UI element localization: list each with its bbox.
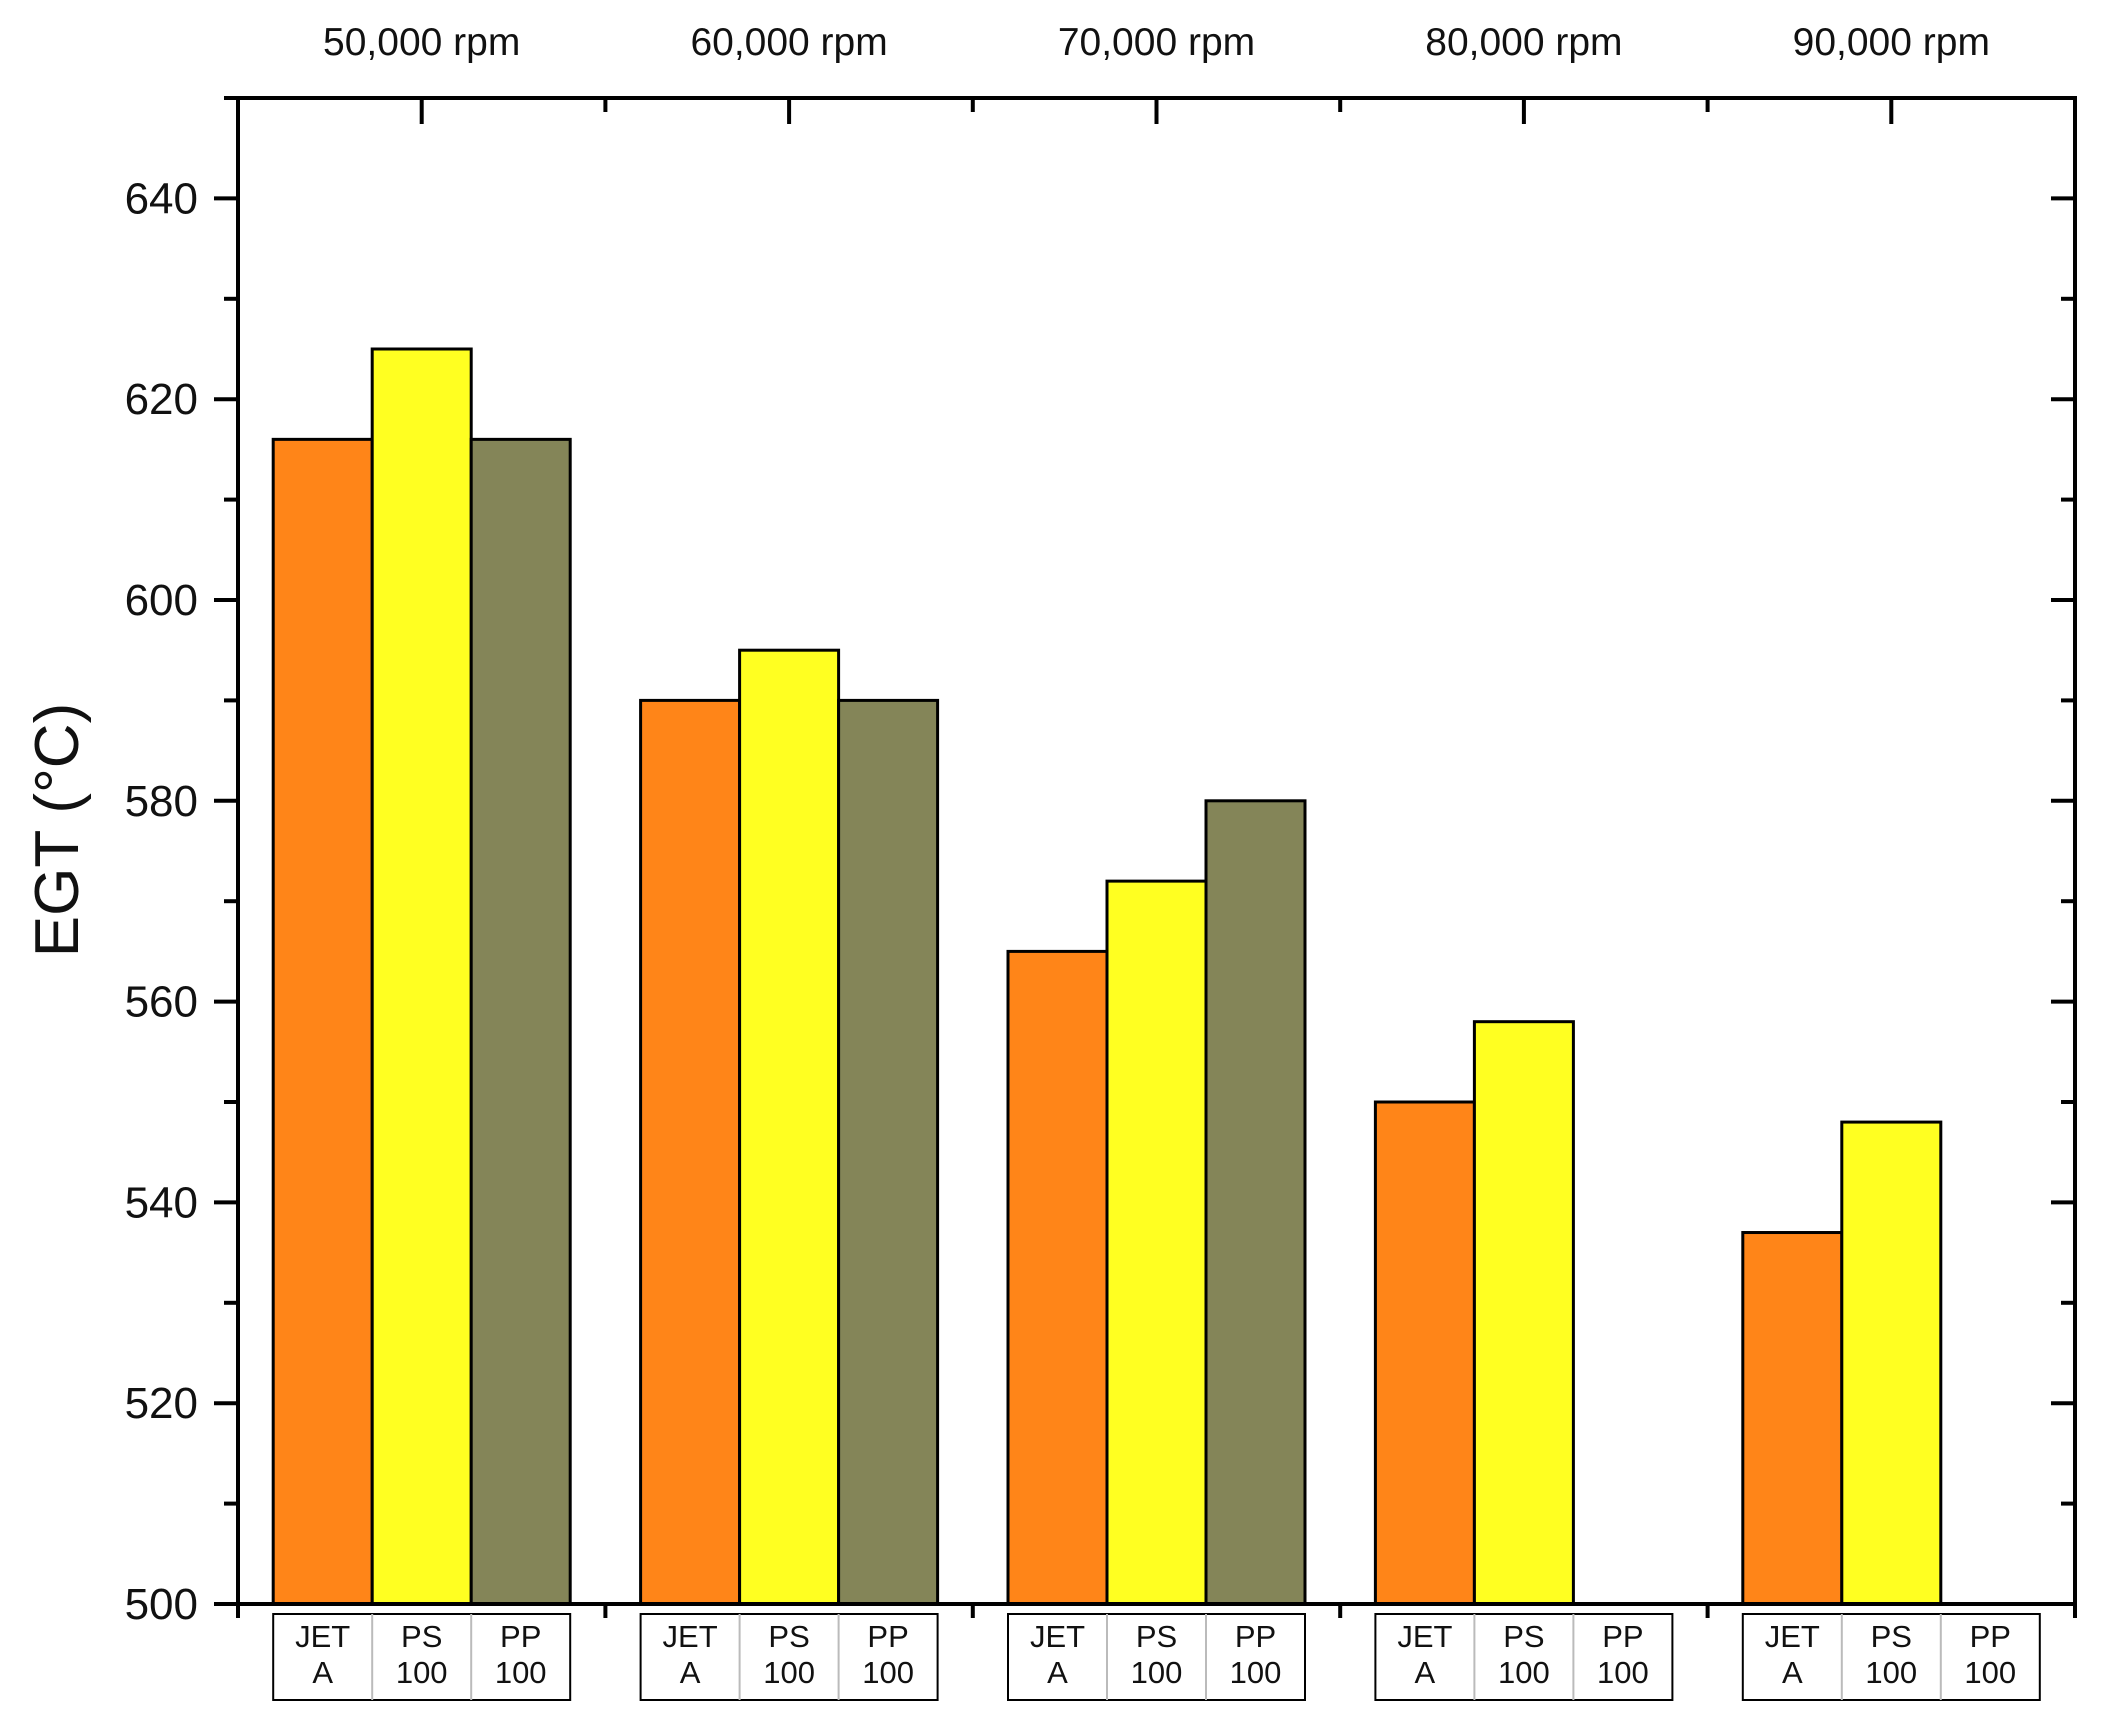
category-label: 50,000 rpm (323, 21, 520, 64)
series-table-cell-text: JET (295, 1619, 350, 1654)
bar-jet-a-5 (1741, 1231, 1844, 1606)
series-table-cell-text: PP (500, 1619, 541, 1654)
series-table-cell-text: A (312, 1655, 333, 1690)
series-table-cell-text: 100 (1964, 1655, 2016, 1690)
y-tick-label: 540 (125, 1178, 198, 1227)
category-label: 70,000 rpm (1058, 21, 1255, 64)
series-table-cell-text: 100 (396, 1655, 448, 1690)
y-tick-label: 560 (125, 978, 198, 1027)
series-table-cell-text: PS (401, 1619, 442, 1654)
series-table-cell-text: 100 (495, 1655, 547, 1690)
series-table-cell-text: 100 (763, 1655, 815, 1690)
series-table-cell-text: A (680, 1655, 701, 1690)
bars-layer (271, 347, 1943, 1606)
series-table-cell-text: PS (1136, 1619, 1177, 1654)
series-table-cell-text: PP (1970, 1619, 2011, 1654)
series-table-cell-text: JET (1397, 1619, 1452, 1654)
series-table-cell-text: JET (663, 1619, 718, 1654)
series-table-cell-text: 100 (1865, 1655, 1917, 1690)
bar-jet-a-4 (1373, 1100, 1476, 1606)
y-tick-label: 580 (125, 777, 198, 826)
series-table-cell-text: JET (1765, 1619, 1820, 1654)
category-label: 60,000 rpm (690, 21, 887, 64)
bar-pp-100-3 (1204, 799, 1307, 1606)
bar-ps-100-4 (1472, 1020, 1575, 1606)
series-table-cell-text: A (1415, 1655, 1436, 1690)
y-axis-label: EGT (°C) (23, 703, 92, 957)
series-table-cell-text: 100 (1498, 1655, 1550, 1690)
series-table-cell-text: JET (1030, 1619, 1085, 1654)
y-tick-label: 520 (125, 1379, 198, 1428)
series-table-box (1007, 1613, 1306, 1701)
bar-pp-100-1 (469, 437, 572, 1606)
bar-jet-a-2 (639, 698, 742, 1606)
series-table-cell-text: PP (1235, 1619, 1276, 1654)
series-table-cell-text: PP (867, 1619, 908, 1654)
series-table-cell-text: 100 (1131, 1655, 1183, 1690)
bar-jet-a-3 (1006, 949, 1109, 1606)
bar-ps-100-5 (1840, 1120, 1943, 1606)
bar-jet-a-1 (271, 437, 374, 1606)
bar-ps-100-3 (1105, 879, 1208, 1606)
bar-ps-100-1 (370, 347, 473, 1606)
series-table-cell-text: A (1782, 1655, 1803, 1690)
series-table-box (1374, 1613, 1674, 1701)
series-table-cell-text: PS (1871, 1619, 1912, 1654)
y-tick-label: 500 (125, 1580, 198, 1629)
series-table-box (272, 1613, 572, 1701)
series-table-cell-text: 100 (862, 1655, 914, 1690)
y-tick-label: 640 (125, 174, 198, 223)
category-label: 90,000 rpm (1793, 21, 1990, 64)
series-table-cell-text: PP (1602, 1619, 1643, 1654)
axis-labels: EGT (°C) (23, 703, 92, 957)
axis-ticks: 500 520 540 560 580 600 620 640 50,000 rpm 60,000… (125, 21, 2077, 1629)
bar-ps-100-2 (738, 648, 841, 1606)
category-label: 80,000 rpm (1425, 21, 1622, 64)
y-tick-label: 620 (125, 375, 198, 424)
series-table-cell-text: A (1047, 1655, 1068, 1690)
series-label-table: JETAPS100PP100JETAPS100PP100JETAPS100PP1… (272, 1613, 2041, 1701)
series-table-box (1741, 1613, 2041, 1701)
series-table-cell-text: PS (768, 1619, 809, 1654)
series-table-cell-text: PS (1503, 1619, 1544, 1654)
series-table-cell-text: 100 (1597, 1655, 1649, 1690)
series-table-box (639, 1613, 939, 1701)
series-table-cell-text: 100 (1230, 1655, 1282, 1690)
y-tick-label: 600 (125, 576, 198, 625)
bar-pp-100-2 (837, 698, 940, 1606)
